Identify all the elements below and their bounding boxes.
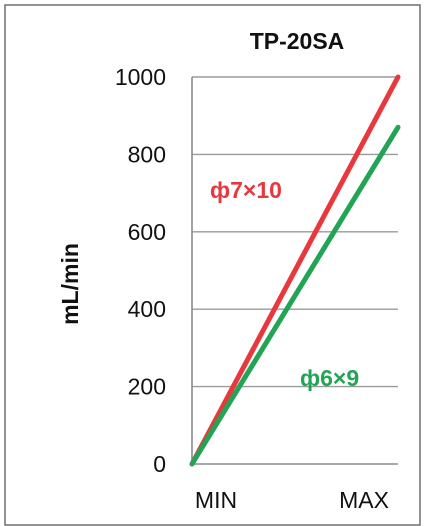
y-tick-label: 600 <box>128 219 166 245</box>
x-tick-label-min: MIN <box>195 487 237 513</box>
y-axis-label: mL/min <box>57 243 83 325</box>
x-tick-label-max: MAX <box>339 487 389 513</box>
series-label-phi7x10: ф7×10 <box>210 177 282 203</box>
y-tick-label: 400 <box>128 296 166 322</box>
grid-lines <box>191 76 398 465</box>
chart-title: TP-20SA <box>250 28 345 54</box>
y-tick-label: 200 <box>128 374 166 400</box>
series-line-0 <box>189 74 401 467</box>
chart-frame <box>4 4 421 526</box>
y-tick-label: 0 <box>153 451 166 477</box>
series-line-1 <box>189 124 401 467</box>
series-label-phi6x9: ф6×9 <box>300 365 359 391</box>
series-lines <box>189 74 401 467</box>
y-tick-label: 1000 <box>115 64 166 90</box>
x-tick-labels: MIN MAX <box>195 487 389 513</box>
y-tick-label: 800 <box>128 141 166 167</box>
y-tick-labels: 0 200 400 600 800 1000 <box>115 64 166 477</box>
